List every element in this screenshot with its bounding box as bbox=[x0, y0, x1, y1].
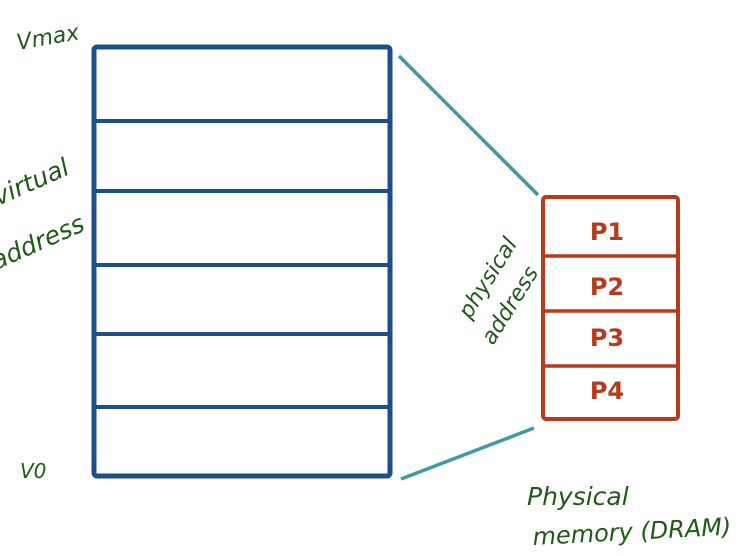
physical-memory-label-line2: memory (DRAM) bbox=[532, 513, 732, 551]
mapping-line-top bbox=[397, 54, 540, 197]
virtual-address-space bbox=[91, 44, 393, 479]
physical-page-label: P3 bbox=[590, 324, 624, 352]
virtual-address-outline bbox=[91, 44, 393, 479]
physical-page-label: P2 bbox=[590, 273, 624, 301]
mapping-line-bottom bbox=[400, 426, 535, 481]
virtual-label-line2: address bbox=[0, 209, 89, 276]
vmax-label: Vmax bbox=[15, 20, 82, 56]
physical-memory: P1 P2 P3 P4 bbox=[541, 195, 680, 421]
v0-label: V0 bbox=[20, 459, 46, 483]
physical-memory-label-line1: Physical bbox=[527, 482, 629, 511]
physical-page-label: P4 bbox=[590, 377, 624, 405]
physical-page-label: P1 bbox=[590, 218, 624, 246]
virtual-label-line1: virtual bbox=[0, 152, 74, 211]
physical-memory-outline bbox=[541, 195, 680, 421]
